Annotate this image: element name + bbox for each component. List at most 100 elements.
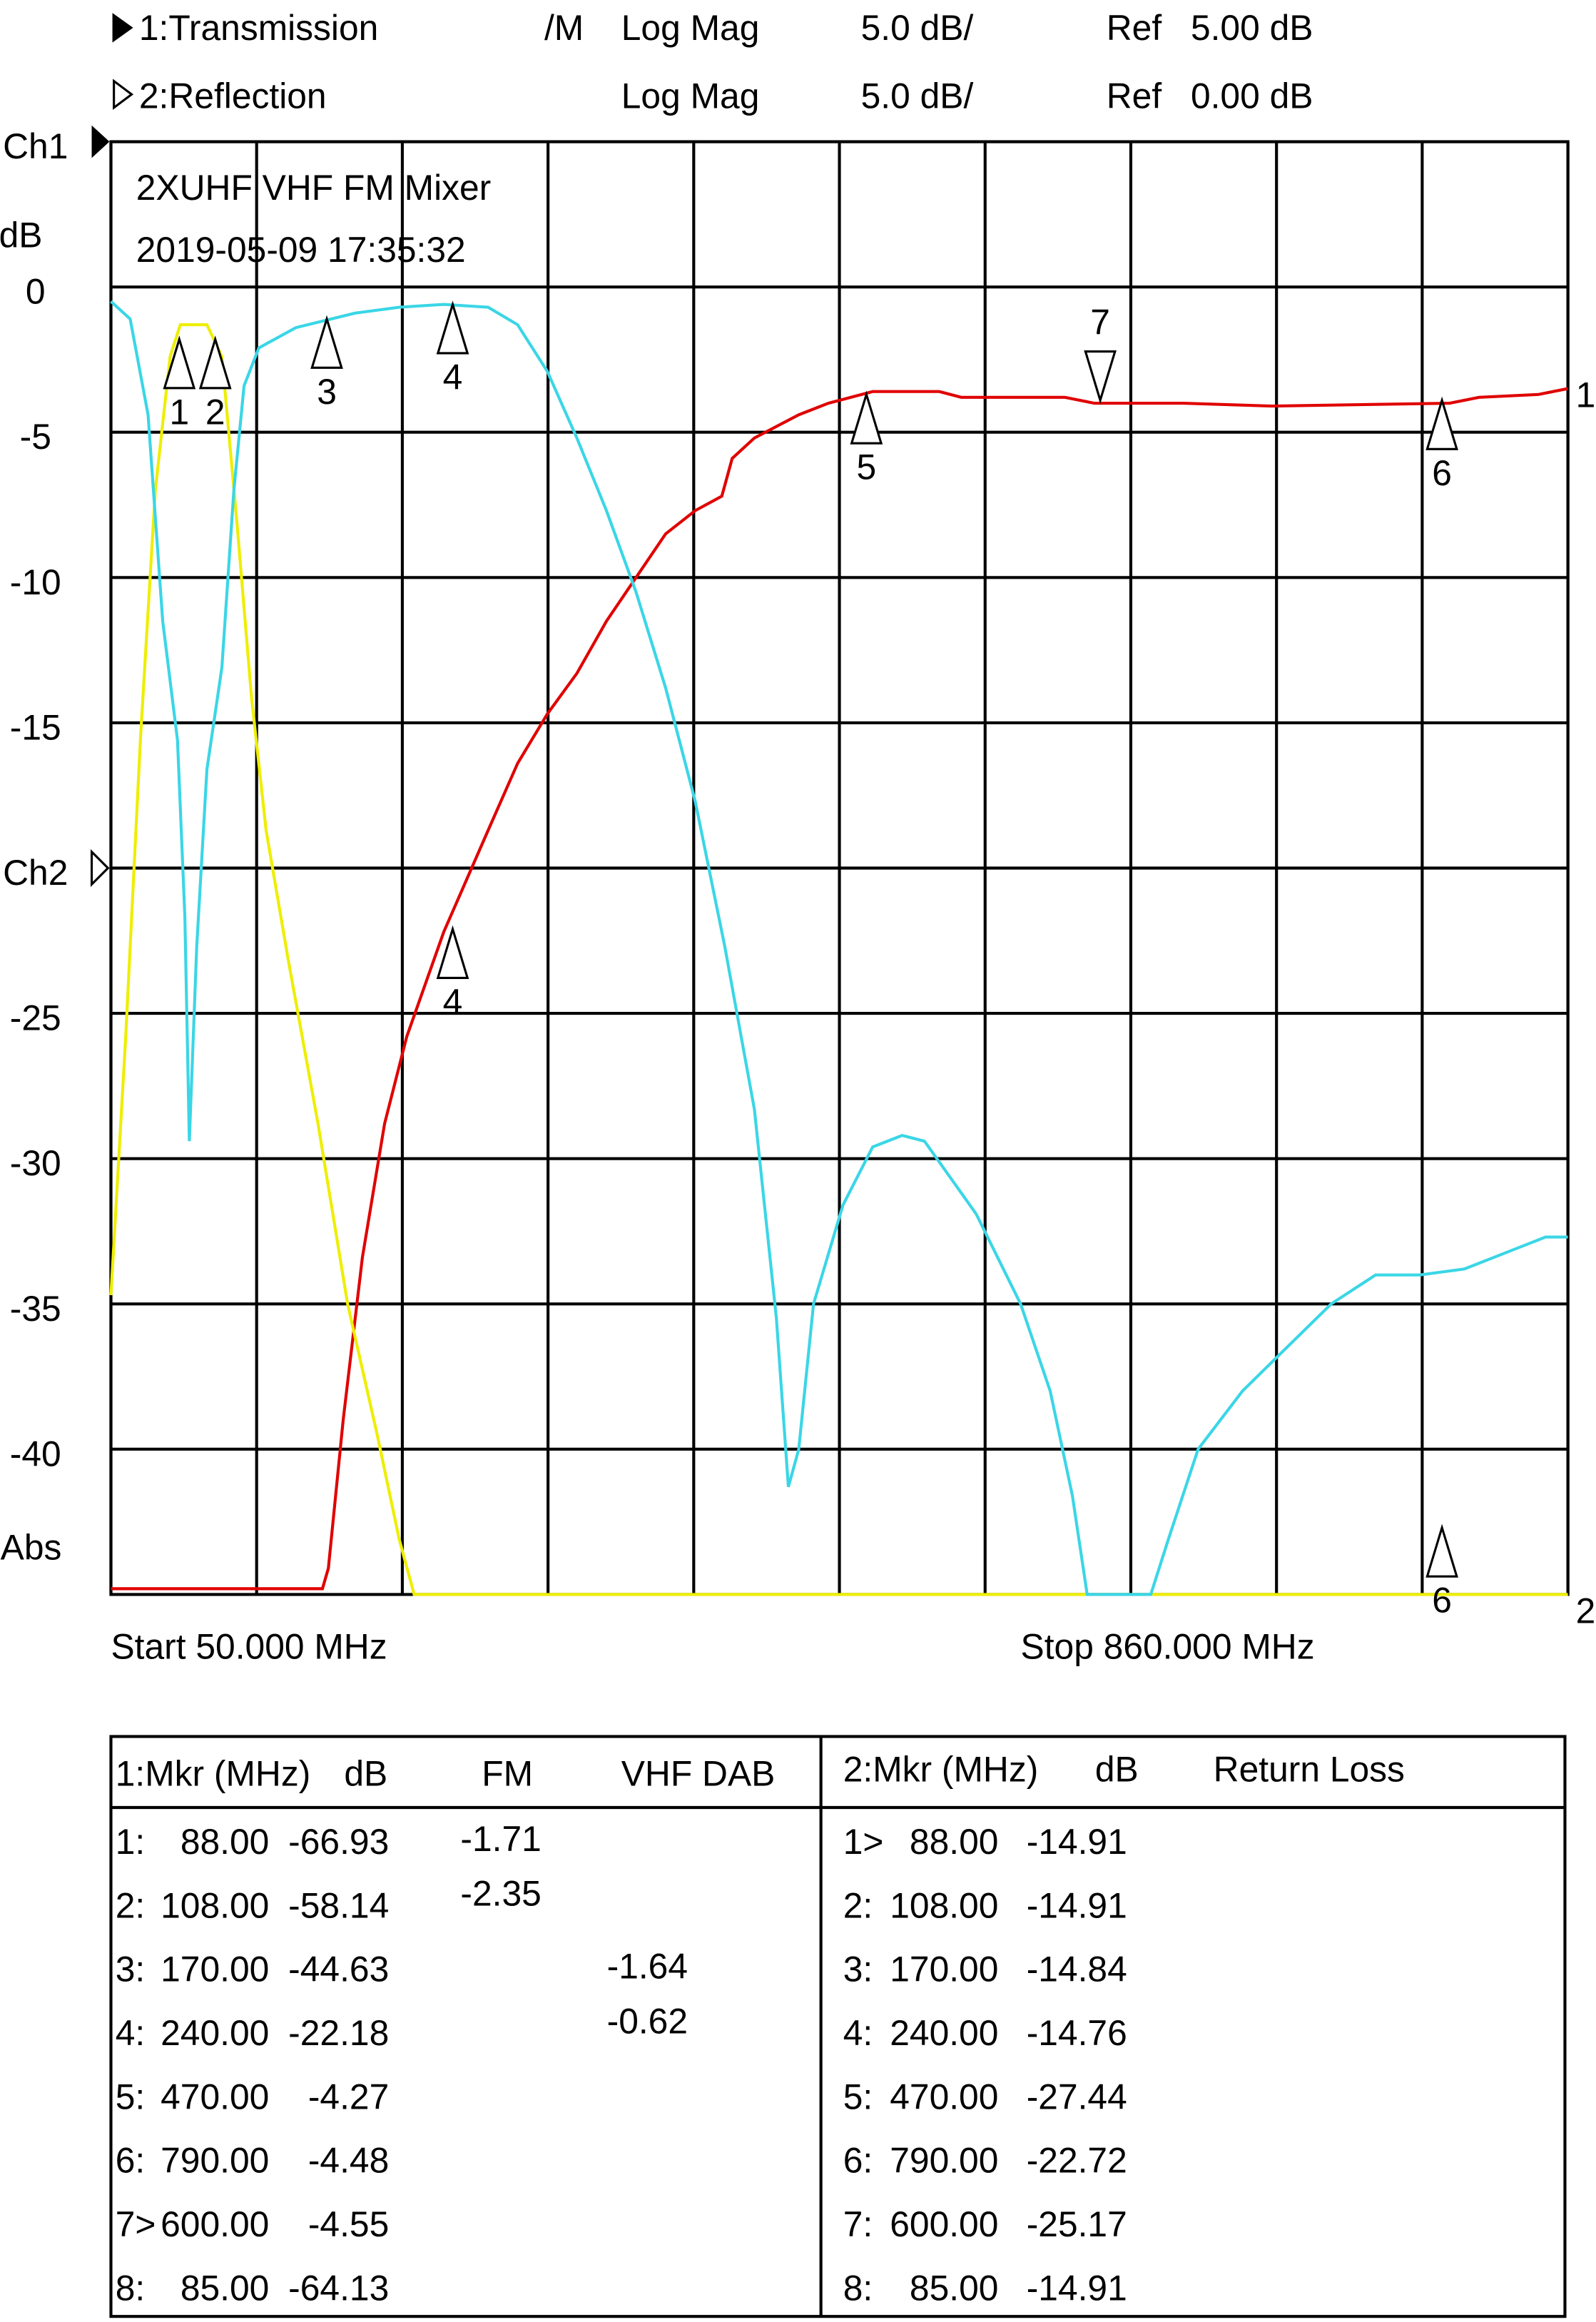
table-cell: -44.63 [288,1950,389,1989]
y-tick-label: -25 [10,998,61,1038]
trace [110,300,1568,1596]
table-cell: 7> [116,2204,156,2244]
marker-label: 7 [1090,302,1110,342]
table-cell: -22.18 [288,2013,389,2053]
trace-label: 2 [1576,1591,1596,1631]
marker-label: 2 [205,392,225,432]
marker-label: 5 [857,447,877,487]
y-tick-label: -5 [20,417,51,457]
table-cell: 88.00 [181,1822,270,1862]
marker [310,315,343,369]
table-cell: -0.62 [607,2001,688,2041]
header-scale: 5.0 dB/ [861,8,974,48]
channel2-indicator [113,78,134,110]
marker-label: 6 [1432,1581,1452,1621]
marker-label: 4 [443,357,463,397]
header-ref-label: Ref [1107,76,1162,116]
table-cell: 3: [843,1950,873,1989]
header-format: Log Mag [621,76,760,116]
table-cell: 108.00 [161,1885,269,1925]
marker [198,335,232,390]
table-cell: 470.00 [890,2077,998,2116]
table-cell: 85.00 [910,2268,999,2308]
y-axis-label: dB [0,215,42,255]
table-cell: -58.14 [288,1885,389,1925]
table-cell: -4.27 [308,2077,389,2116]
table-cell: 240.00 [890,2013,998,2053]
table-cell: 5: [843,2077,873,2116]
marker [436,300,469,355]
table-cell: 2: [843,1885,873,1925]
table-cell: -22.72 [1027,2141,1127,2181]
ch1-ref-marker [91,125,110,158]
header-ref-label: Ref [1107,8,1162,48]
marker [436,925,469,979]
table-cell: -2.35 [460,1874,541,1914]
table-header: VHF DAB [621,1754,776,1794]
table-cell: 88.00 [910,1822,999,1862]
start-label: Start 50.000 MHz [111,1626,387,1666]
trace-label: 1 [1576,375,1596,415]
y-tick-label: 0 [26,272,46,312]
header-scale: 5.0 dB/ [861,76,974,116]
table-header: Return Loss [1214,1749,1405,1789]
marker-label: 4 [443,982,463,1022]
table-cell: -1.64 [607,1947,688,1987]
table-cell: 8: [843,2268,873,2308]
table-cell: 790.00 [161,2141,269,2181]
table-cell: -27.44 [1027,2077,1127,2116]
table-cell: 85.00 [181,2268,270,2308]
table-cell: 170.00 [161,1950,269,1989]
trace [109,323,1568,1596]
table-cell: -4.48 [308,2141,389,2181]
header-ref: 5.00 dB [1191,8,1313,48]
marker [163,335,196,390]
y-tick-label: Ch1 [3,126,68,166]
table-cell: 8: [116,2268,146,2308]
marker-label: 3 [317,372,337,412]
abs-label: Abs [1,1527,62,1567]
header-name: 2:Reflection [139,76,327,116]
y-tick-label: Ch2 [3,853,68,893]
stop-label: Stop 860.000 MHz [1021,1626,1315,1666]
header-name: 1:Transmission [139,8,378,48]
table-header: 2:Mkr (MHz) [843,1749,1039,1789]
table-cell: -14.91 [1027,1885,1127,1925]
table-header: FM [482,1754,533,1794]
table-header: 1:Mkr (MHz) [116,1754,311,1794]
table-cell: 6: [843,2141,873,2181]
table-cell: 1: [116,1822,146,1862]
table-cell: -64.13 [288,2268,389,2308]
marker [1425,1524,1458,1578]
table-cell: -14.76 [1027,2013,1127,2053]
table-cell: -1.71 [460,1819,541,1859]
header-ref: 0.00 dB [1191,76,1313,116]
y-tick-label: -30 [10,1143,61,1183]
channel1-indicator [112,13,133,43]
table-cell: 170.00 [890,1950,998,1989]
table-cell: 4: [116,2013,146,2053]
table-cell: 240.00 [161,2013,269,2053]
chart-title: 2XUHF VHF FM Mixer [136,168,491,208]
table-cell: 600.00 [161,2204,269,2244]
marker [850,390,883,445]
y-tick-label: -35 [10,1289,61,1329]
table-cell: -14.91 [1027,2268,1127,2308]
table-header: dB [1095,1749,1139,1789]
trace [111,387,1569,1591]
table-cell: -66.93 [288,1822,389,1862]
table-cell: 470.00 [161,2077,269,2116]
table-cell: 7: [843,2204,873,2244]
table-cell: -14.91 [1027,1822,1127,1862]
table-cell: -4.55 [308,2204,389,2244]
table-cell: 600.00 [890,2204,998,2244]
header-format: Log Mag [621,8,760,48]
marker [1084,350,1117,405]
table-cell: 3: [116,1950,146,1989]
table-cell: 790.00 [890,2141,998,2181]
table-cell: 2: [116,1885,146,1925]
header-mode: /M [544,8,584,48]
y-tick-label: -15 [10,707,61,747]
table-cell: 6: [116,2141,146,2181]
